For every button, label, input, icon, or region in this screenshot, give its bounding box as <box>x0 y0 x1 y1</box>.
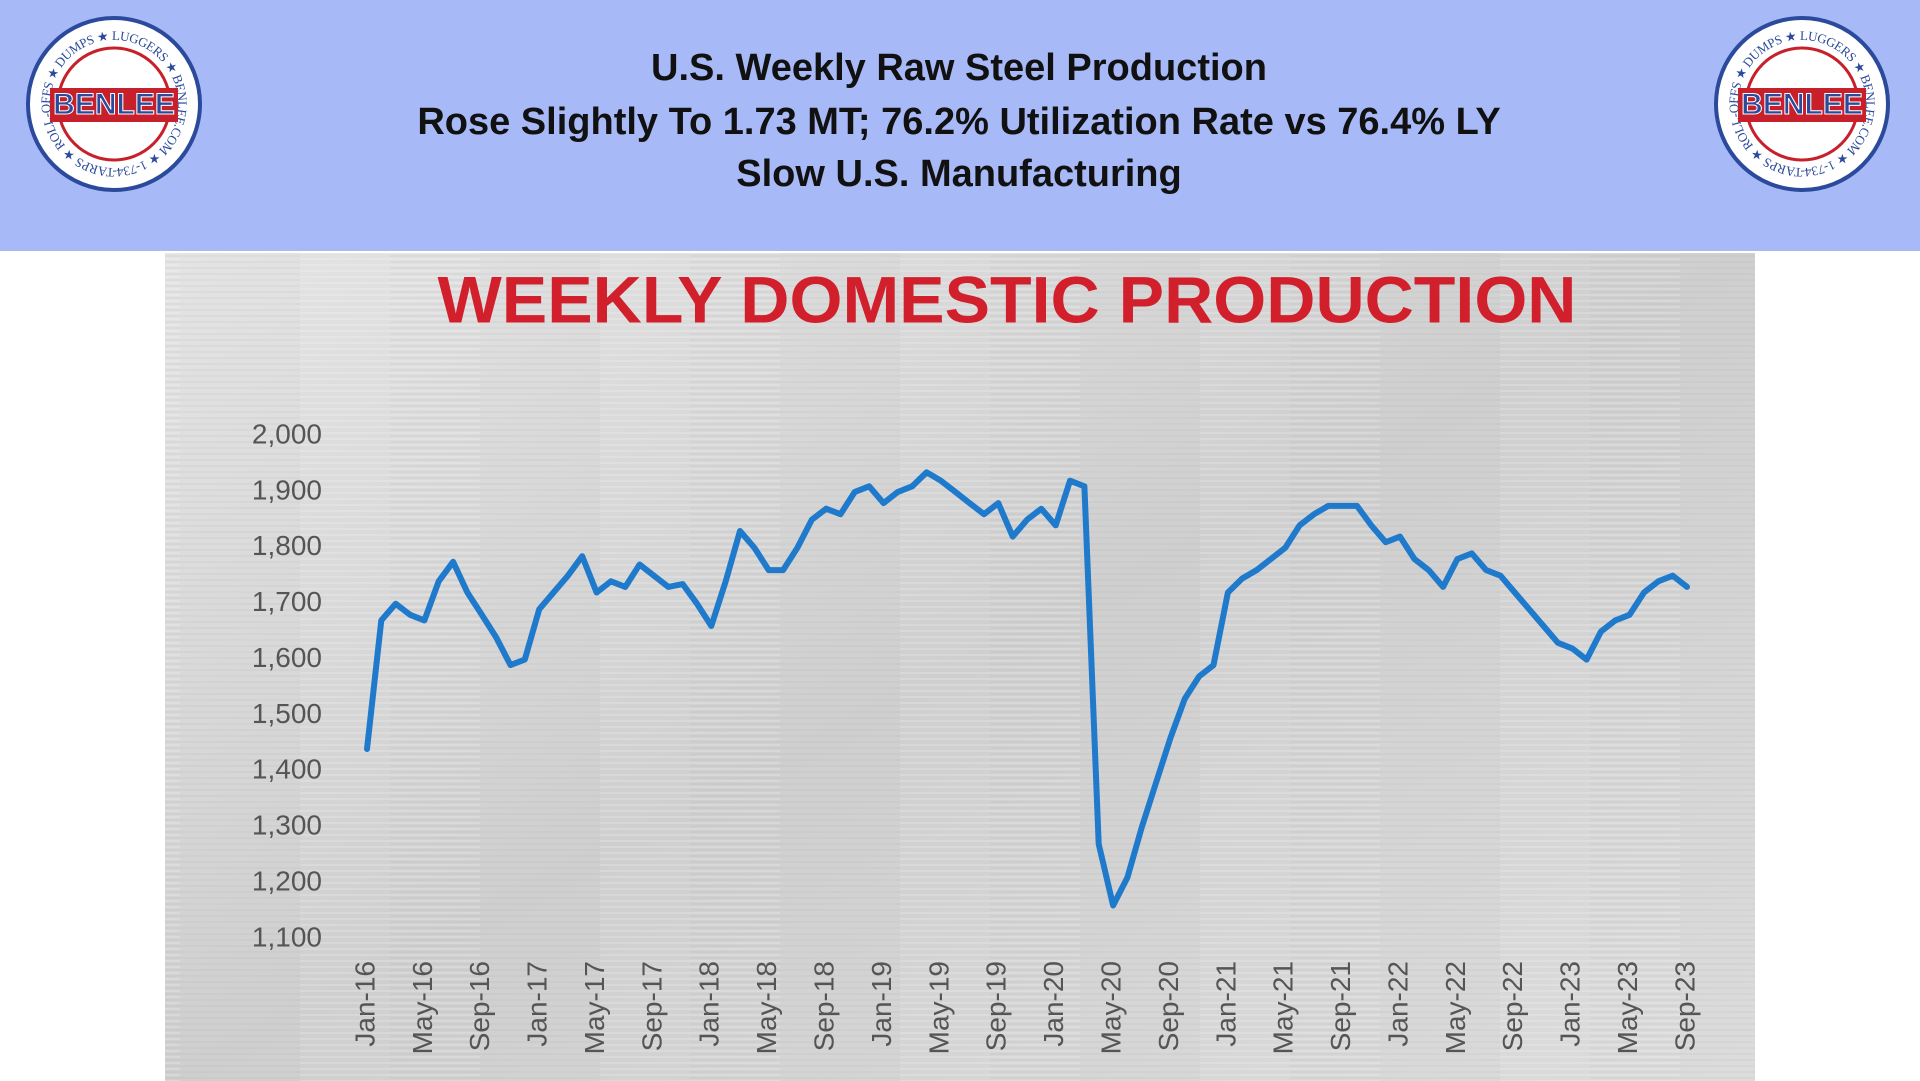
y-tick-label: 1,300 <box>252 810 322 841</box>
logo-name: BENLEE <box>1741 88 1863 121</box>
x-tick-label: Jan-21 <box>1210 961 1241 1047</box>
x-tick-label: Jan-20 <box>1038 961 1069 1047</box>
y-tick-label: 1,900 <box>252 474 322 505</box>
x-tick-label: Jan-18 <box>694 961 725 1047</box>
x-tick-label: May-17 <box>579 961 610 1054</box>
x-tick-label: Sep-17 <box>636 961 667 1051</box>
x-tick-label: Sep-23 <box>1669 961 1700 1051</box>
x-tick-label: Sep-18 <box>809 961 840 1051</box>
plot: 1,100 1,200 1,300 1,400 1,500 1,600 1,700 1,800… <box>252 418 1700 1054</box>
x-tick-label: May-23 <box>1612 961 1643 1054</box>
y-tick-label: 1,100 <box>252 921 322 952</box>
x-tick-label: May-20 <box>1095 961 1126 1054</box>
logo-name: BENLEE <box>53 88 175 121</box>
x-tick-label: Sep-20 <box>1153 961 1184 1051</box>
y-tick-label: 1,800 <box>252 530 322 561</box>
y-tick-label: 1,600 <box>252 642 322 673</box>
x-tick-label: Jan-16 <box>349 961 380 1047</box>
x-tick-label: May-22 <box>1440 961 1471 1054</box>
x-tick-label: Jan-22 <box>1382 961 1413 1047</box>
y-tick-label: 2,000 <box>252 418 322 449</box>
header-title: Slow U.S. Manufacturing <box>736 153 1181 195</box>
chart-title: WEEKLY DOMESTIC PRODUCTION <box>438 262 1577 336</box>
x-tick-label: May-16 <box>407 961 438 1054</box>
y-tick-label: 1,400 <box>252 754 322 785</box>
y-tick-label: 1,700 <box>252 586 322 617</box>
header-title: Rose Slightly To 1.73 MT; 76.2% Utilizat… <box>417 101 1500 143</box>
x-tick-label: Jan-19 <box>866 961 897 1047</box>
data-line <box>364 469 1690 909</box>
y-tick-label: 1,200 <box>252 866 322 897</box>
x-tick-label: Jan-23 <box>1555 961 1586 1047</box>
x-tick-label: Sep-19 <box>981 961 1012 1051</box>
chart-texture <box>165 253 1755 1081</box>
x-tick-label: May-19 <box>923 961 954 1054</box>
x-tick-label: May-21 <box>1268 961 1299 1054</box>
header-band <box>0 0 1920 251</box>
header-title: U.S. Weekly Raw Steel Production <box>651 47 1267 89</box>
x-tick-label: May-18 <box>751 961 782 1054</box>
x-tick-label: Jan-17 <box>522 961 553 1047</box>
y-tick-label: 1,500 <box>252 698 322 729</box>
x-tick-label: Sep-16 <box>464 961 495 1051</box>
x-tick-label: Sep-21 <box>1325 961 1356 1051</box>
x-tick-label: Sep-22 <box>1497 961 1528 1051</box>
